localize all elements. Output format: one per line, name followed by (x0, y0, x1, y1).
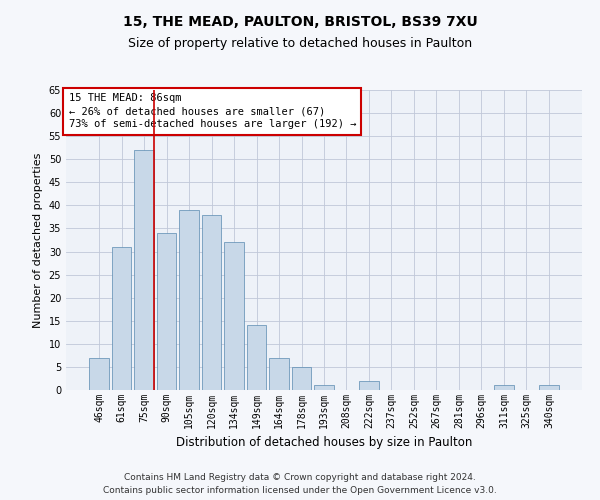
Bar (157, 233, 176, 390)
Bar (314, 386, 334, 390)
Text: 15, THE MEAD, PAULTON, BRISTOL, BS39 7XU: 15, THE MEAD, PAULTON, BRISTOL, BS39 7XU (122, 15, 478, 29)
Bar (292, 367, 311, 390)
Text: Contains HM Land Registry data © Crown copyright and database right 2024.
Contai: Contains HM Land Registry data © Crown c… (103, 474, 497, 495)
Bar (112, 247, 131, 390)
Bar (539, 386, 559, 390)
Bar (89, 358, 109, 390)
Bar (224, 242, 244, 390)
Y-axis label: Number of detached properties: Number of detached properties (33, 152, 43, 328)
Bar (269, 358, 289, 390)
Bar (247, 326, 266, 390)
Bar (179, 210, 199, 390)
X-axis label: Distribution of detached houses by size in Paulton: Distribution of detached houses by size … (176, 436, 472, 450)
Bar (494, 386, 514, 390)
Bar (359, 381, 379, 390)
Bar (202, 214, 221, 390)
Text: Size of property relative to detached houses in Paulton: Size of property relative to detached ho… (128, 38, 472, 51)
Bar (134, 150, 154, 390)
Text: 15 THE MEAD: 86sqm
← 26% of detached houses are smaller (67)
73% of semi-detache: 15 THE MEAD: 86sqm ← 26% of detached hou… (68, 93, 356, 130)
